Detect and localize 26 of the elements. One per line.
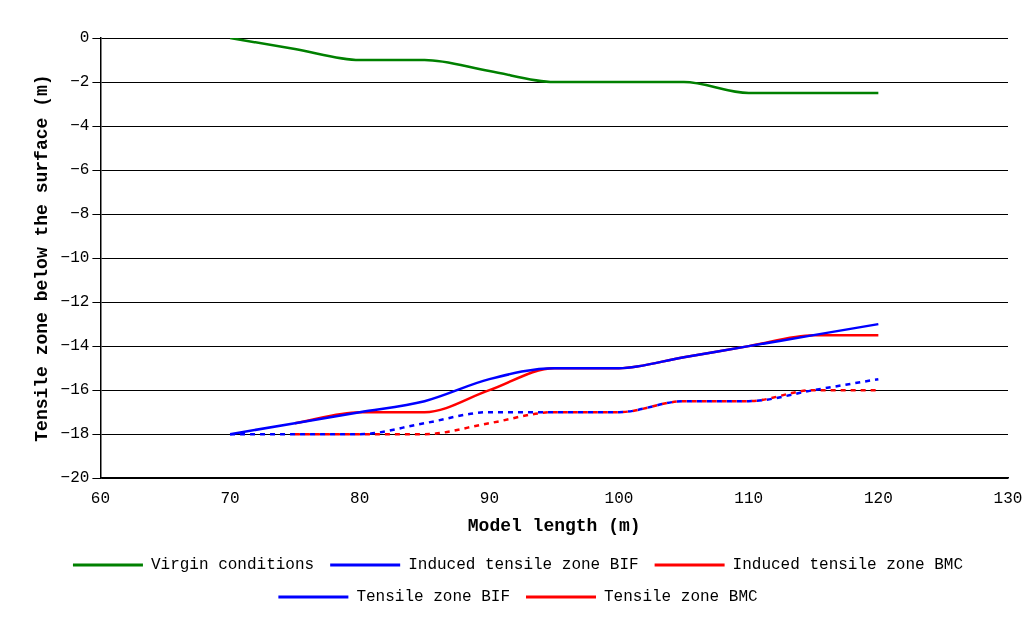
x-tick-label: 60 <box>90 490 111 509</box>
y-tick-label: −10 <box>60 249 90 268</box>
x-tick-label: 70 <box>220 490 240 509</box>
y-tick-label: −16 <box>60 381 90 400</box>
x-tick-label: 130 <box>993 490 1023 509</box>
y-tick-label: −4 <box>70 117 90 136</box>
legend-label: Tensile zone BIF <box>356 588 510 607</box>
x-tick-label: 110 <box>734 490 764 509</box>
y-tick-label: −20 <box>60 469 90 488</box>
legend-label: Induced tensile zone BIF <box>408 556 639 575</box>
y-tick-label: −8 <box>70 205 90 224</box>
y-tick-label: 0 <box>79 29 90 48</box>
y-tick-label: −2 <box>70 73 90 92</box>
x-axis-title: Model length (m) <box>467 515 641 536</box>
legend-label: Induced tensile zone BMC <box>732 556 964 575</box>
x-tick-label: 80 <box>350 490 370 509</box>
y-tick-label: −14 <box>60 337 90 356</box>
y-tick-label: −6 <box>70 161 90 180</box>
legend-label: Tensile zone BMC <box>604 588 758 607</box>
x-tick-label: 90 <box>479 490 499 509</box>
y-axis-title: Tensile zone below the surface (m) <box>32 74 53 442</box>
y-tick-label: −12 <box>60 293 90 312</box>
legend-label: Virgin conditions <box>150 556 315 575</box>
x-tick-label: 120 <box>863 490 893 509</box>
y-tick-label: −18 <box>60 425 90 444</box>
x-tick-label: 100 <box>604 490 634 509</box>
